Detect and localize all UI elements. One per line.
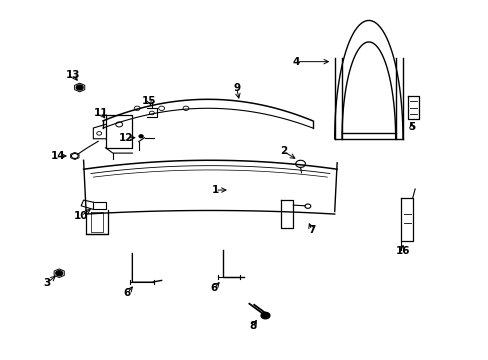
Circle shape [139,135,143,138]
Text: 15: 15 [142,96,156,106]
Text: 16: 16 [395,246,409,256]
Text: 12: 12 [119,133,134,143]
Text: 2: 2 [279,146,286,156]
Text: 8: 8 [249,321,256,331]
Text: 6: 6 [210,283,218,293]
Circle shape [261,312,269,319]
Text: 14: 14 [51,151,65,161]
Text: 7: 7 [307,225,315,235]
Text: 13: 13 [65,70,80,80]
Text: 4: 4 [292,57,300,67]
Text: 11: 11 [93,108,108,118]
Circle shape [56,271,62,276]
Circle shape [76,85,83,90]
Text: 9: 9 [233,83,240,93]
Text: 3: 3 [43,278,51,288]
Text: 6: 6 [123,288,131,298]
Text: 1: 1 [211,185,219,195]
Text: 10: 10 [74,211,88,221]
Text: 5: 5 [407,122,414,132]
